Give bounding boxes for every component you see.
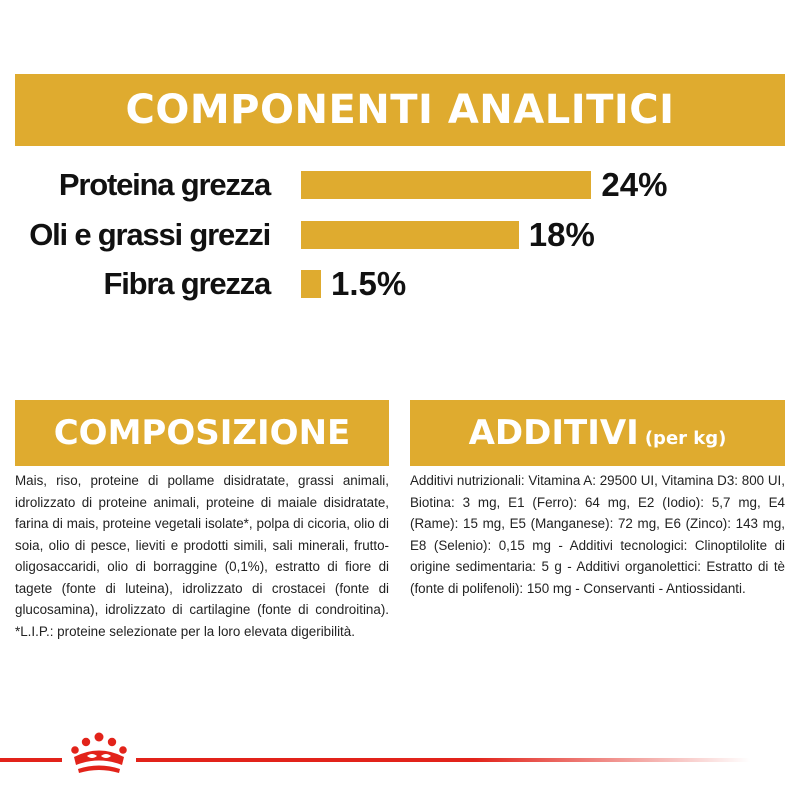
composizione-text: Mais, riso, proteine di pollame disidrat… <box>15 473 389 639</box>
nutrient-row-proteina: Proteina grezza 24% <box>0 163 800 207</box>
additivi-title-banner: ADDITIVI (per kg) <box>410 400 785 466</box>
nutrient-label: Proteina grezza <box>58 167 271 202</box>
footer-line-left <box>0 758 62 762</box>
composizione-title-banner: COMPOSIZIONE <box>15 400 389 466</box>
nutrient-value: 18% <box>528 216 595 253</box>
nutrient-bar <box>301 270 321 298</box>
composizione-title: COMPOSIZIONE <box>53 413 351 453</box>
nutrient-row-oli-grassi: Oli e grassi grezzi 18% <box>0 213 800 257</box>
nutrient-row-fibra: Fibra grezza 1.5% <box>0 262 800 306</box>
additivi-subtitle: (per kg) <box>644 427 727 449</box>
nutrient-value: 24% <box>601 166 668 203</box>
additivi-title: ADDITIVI <box>468 413 639 453</box>
analitici-title: COMPONENTI ANALITICI <box>125 87 675 133</box>
nutrient-value: 1.5% <box>331 265 407 302</box>
analitici-title-banner: COMPONENTI ANALITICI <box>15 74 785 146</box>
crown-logo-icon <box>71 732 127 773</box>
nutrient-bar <box>301 221 519 249</box>
additivi-text: Additivi nutrizionali: Vitamina A: 29500… <box>410 473 785 596</box>
footer-line-right <box>136 758 750 762</box>
nutrient-label: Fibra grezza <box>103 266 272 301</box>
nutrient-bar <box>301 171 592 199</box>
nutrient-label: Oli e grassi grezzi <box>29 217 271 252</box>
